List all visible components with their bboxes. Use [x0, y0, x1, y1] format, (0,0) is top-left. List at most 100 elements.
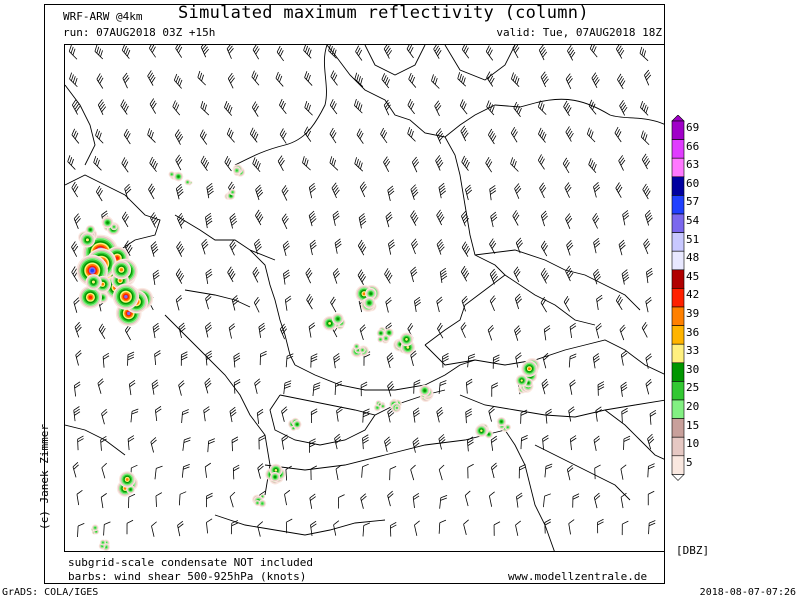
wind-barb — [328, 45, 337, 59]
wind-barb-shaft — [589, 48, 598, 58]
wind-barb-feather — [567, 467, 574, 473]
reflectivity-cell — [127, 311, 131, 316]
wind-barb-shaft — [229, 217, 233, 229]
wind-barb-feather — [387, 50, 393, 57]
wind-barb — [224, 101, 233, 116]
wind-barb-feather — [567, 464, 573, 470]
reflectivity-cell — [95, 530, 98, 533]
wind-barb-shaft — [562, 163, 570, 174]
wind-barb — [100, 435, 107, 451]
wind-barb-shaft — [204, 466, 207, 478]
reflectivity-cell — [113, 225, 115, 228]
wind-barb-feather — [199, 129, 204, 136]
wind-barb-feather — [468, 356, 475, 360]
wind-barb-feather — [177, 213, 183, 219]
wind-barb — [438, 434, 446, 450]
wind-barb-feather — [330, 46, 333, 53]
wind-barb-feather — [73, 130, 77, 138]
wind-barb-feather — [407, 322, 412, 329]
wind-barb — [231, 295, 239, 311]
map-frame — [64, 44, 665, 552]
wind-barb-feather — [381, 130, 386, 137]
wind-barb-feather — [642, 132, 646, 139]
wind-barb-feather — [282, 102, 286, 110]
reflectivity-cell — [90, 268, 95, 273]
legend-tick-label: 48 — [686, 251, 700, 265]
wind-barb-shaft — [645, 357, 649, 369]
wind-barb-feather — [355, 45, 360, 52]
wind-barb — [279, 323, 287, 340]
reflectivity-cell — [261, 495, 264, 498]
wind-barb-feather — [152, 384, 159, 390]
wind-barb-shaft — [175, 188, 180, 200]
wind-barb-feather — [101, 327, 106, 335]
wind-barb — [96, 73, 104, 89]
wind-barb-shaft — [67, 161, 76, 170]
wind-barb-shaft — [330, 76, 338, 86]
wind-barb — [437, 322, 444, 339]
reflectivity-cell — [357, 349, 360, 352]
wind-barb-feather — [72, 183, 77, 191]
wind-barb-shaft — [200, 46, 207, 58]
wind-barb-feather — [510, 157, 514, 164]
wind-barb — [566, 464, 574, 481]
wind-barb — [304, 126, 312, 142]
reflectivity-cell — [399, 343, 402, 346]
wind-barb — [389, 466, 397, 481]
wind-barb — [615, 45, 625, 59]
wind-barb-feather — [567, 218, 573, 224]
wind-barb — [512, 45, 520, 59]
wind-barb-feather — [388, 412, 395, 418]
wind-barb-feather — [204, 462, 212, 468]
wind-barb-shaft — [71, 187, 78, 198]
run-label: run: 07AUG2018 03Z +15h — [63, 26, 216, 39]
wind-barb-shaft — [459, 105, 468, 115]
wind-barb-feather — [460, 125, 466, 132]
wind-barb-shaft — [620, 468, 624, 480]
wind-barb-feather — [97, 378, 104, 384]
wind-barb-feather — [356, 128, 361, 135]
wind-barb-feather — [619, 324, 625, 331]
wind-barb — [330, 70, 338, 86]
wind-barb-feather — [360, 381, 368, 386]
wind-barb-shaft — [178, 384, 182, 396]
wind-barb-shaft — [438, 469, 443, 481]
reflectivity-cell — [292, 427, 295, 430]
wind-barb — [252, 157, 261, 173]
wind-barb — [386, 352, 394, 369]
wind-barb-feather — [332, 210, 339, 216]
wind-barb-shaft — [563, 106, 570, 117]
wind-barb-feather — [621, 269, 628, 275]
wind-barb-feather — [152, 248, 159, 254]
wind-barb-feather — [467, 439, 474, 444]
wind-barb-feather — [410, 103, 415, 110]
reflectivity-cell — [124, 294, 128, 299]
wind-barb-shaft — [329, 105, 338, 115]
wind-barb-feather — [95, 128, 99, 136]
wind-barb-feather — [623, 276, 630, 282]
wind-barb-feather — [177, 270, 182, 277]
wind-barb — [569, 379, 576, 395]
legend-swatch — [671, 418, 685, 438]
wind-barb — [128, 380, 136, 396]
wind-barb-feather — [231, 295, 238, 301]
wind-barb-shaft — [305, 273, 312, 284]
country-border — [184, 289, 251, 308]
wind-barb-feather — [229, 75, 234, 82]
wind-barb — [539, 182, 547, 199]
wind-barb-feather — [390, 521, 397, 526]
wind-barb-feather — [283, 274, 290, 280]
wind-barb-feather — [124, 240, 129, 247]
wind-barb-feather — [434, 77, 438, 85]
reflectivity-cell — [382, 405, 384, 408]
wind-barb-feather — [462, 268, 467, 275]
wind-barb-feather — [71, 128, 76, 136]
wind-barb — [199, 129, 208, 145]
wind-barb-feather — [485, 156, 490, 164]
wind-barb-feather — [360, 326, 366, 333]
wind-barb — [200, 45, 209, 58]
wind-barb — [594, 464, 601, 480]
wind-barb — [149, 156, 158, 172]
wind-barb-feather — [333, 49, 337, 57]
wind-barb — [330, 296, 337, 313]
